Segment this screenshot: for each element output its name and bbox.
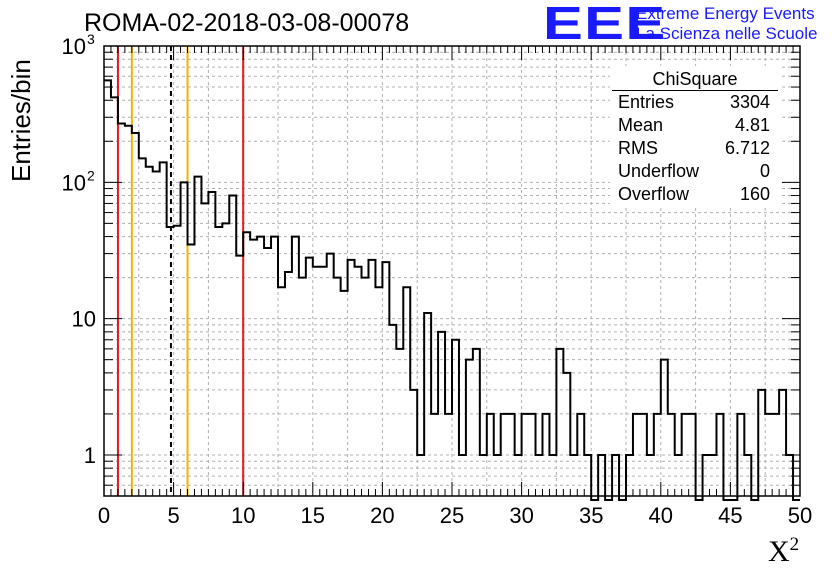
x-axis-label-text: X <box>768 535 790 568</box>
stats-row-underflow: Underflow 0 <box>610 160 780 183</box>
y-tick-exponent: 3 <box>87 31 95 47</box>
stats-label: RMS <box>618 138 658 158</box>
stats-label: Overflow <box>618 184 690 204</box>
y-tick-exponent: 2 <box>87 167 95 183</box>
stats-value: 3304 <box>729 92 770 112</box>
vertical-lines-layer <box>116 46 245 496</box>
logo-line-1: Extreme Energy Events <box>636 4 815 23</box>
stats-value: 4.81 <box>734 115 770 135</box>
x-tick-label: 10 <box>231 503 255 528</box>
stats-row-mean: Mean 4.81 <box>610 114 780 137</box>
x-tick-label: 25 <box>440 503 464 528</box>
stats-rule <box>612 90 778 91</box>
stats-row-rms: RMS 6.712 <box>610 137 780 160</box>
eee-logo: EEE <box>543 0 667 49</box>
x-axis-label-superscript: 2 <box>789 534 800 555</box>
stats-title: ChiSquare <box>652 69 738 89</box>
stats-row-entries: Entries 3304 <box>610 91 780 114</box>
logo-line-2: La Scienza nelle Scuole <box>636 24 818 43</box>
stats-value: 0 <box>759 161 770 181</box>
y-tick-label: 10 <box>62 170 86 195</box>
x-tick-label: 50 <box>788 503 812 528</box>
y-tick-label: 1 <box>84 443 96 468</box>
stats-label: Mean <box>618 115 664 135</box>
stats-box: ChiSquare Entries 3304 Mean 4.81 RMS 6.712 … <box>610 66 780 206</box>
stats-row-overflow: Overflow 160 <box>610 183 780 206</box>
ticks-layer <box>103 45 801 496</box>
y-tick-label: 10 <box>62 34 86 59</box>
x-tick-label: 15 <box>301 503 325 528</box>
stats-value: 6.712 <box>724 138 770 158</box>
x-tick-label: 30 <box>509 503 533 528</box>
y-tick-label: 10 <box>72 307 96 332</box>
x-tick-label: 20 <box>370 503 394 528</box>
x-tick-label: 40 <box>649 503 673 528</box>
x-tick-label: 35 <box>579 503 603 528</box>
chart-title: ROMA-02-2018-03-08-00078 <box>84 9 410 37</box>
x-tick-label: 0 <box>98 503 110 528</box>
x-tick-label: 45 <box>718 503 742 528</box>
histogram-series <box>104 79 800 501</box>
stats-label: Entries <box>618 92 675 112</box>
stats-label: Underflow <box>618 161 700 181</box>
x-tick-label: 5 <box>167 503 179 528</box>
stats-value: 160 <box>739 184 770 204</box>
x-axis-label: X2 <box>768 534 799 569</box>
y-axis-label: Entries/bin <box>6 59 36 182</box>
